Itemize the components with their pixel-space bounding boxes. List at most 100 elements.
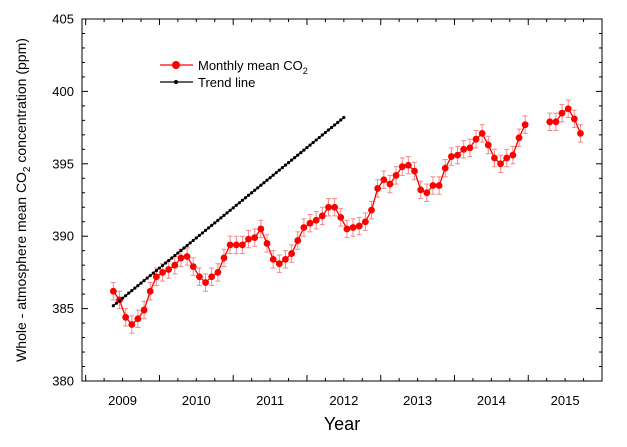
trend-point [142, 279, 146, 283]
monthly-point [177, 254, 185, 262]
y-axis-title-part-1: Whole - atmosphere mean CO [13, 172, 29, 362]
monthly-point [460, 145, 468, 153]
monthly-point [503, 154, 511, 162]
monthly-point [208, 273, 216, 281]
monthly-point [325, 203, 332, 211]
trend-point [136, 284, 140, 288]
y-tick-label: 405 [52, 12, 74, 27]
y-tick-label: 395 [52, 156, 74, 171]
monthly-point [564, 105, 572, 113]
trend-point [280, 166, 284, 170]
trend-point [225, 211, 229, 215]
trend-point [151, 271, 155, 275]
monthly-point [417, 186, 425, 194]
x-tick-label: 2014 [477, 393, 506, 408]
trend-point [194, 236, 198, 240]
trend-point [231, 206, 235, 210]
monthly-point [491, 154, 498, 162]
monthly-point [331, 203, 339, 211]
trend-point [157, 266, 162, 270]
trend-point [213, 221, 217, 225]
trend-point [274, 171, 278, 175]
monthly-series [109, 105, 584, 328]
trend-point [188, 241, 192, 245]
monthly-point [411, 167, 418, 175]
monthly-point [392, 171, 400, 179]
legend-monthly-label-sub: 2 [303, 66, 308, 76]
trend-point [117, 299, 122, 303]
monthly-point [282, 255, 289, 263]
x-tick-label: 2015 [551, 393, 580, 408]
monthly-point [300, 224, 308, 231]
monthly-point [189, 263, 197, 271]
monthly-point [152, 273, 160, 281]
trend-point [262, 181, 266, 185]
trend-point [293, 156, 297, 160]
trend-point [216, 218, 220, 222]
monthly-point [318, 212, 326, 220]
trend-point [170, 256, 174, 260]
trend-point [133, 286, 137, 290]
y-axis-ticks: 380 385 390 395 400 405 [52, 12, 602, 389]
trend-point [243, 196, 248, 200]
trend-point [320, 133, 324, 137]
monthly-point [165, 266, 173, 273]
y-axis-title-subscript: 2 [22, 166, 33, 172]
monthly-point [251, 234, 259, 242]
trend-point [336, 120, 340, 125]
monthly-point [404, 161, 412, 169]
monthly-point [146, 287, 154, 295]
x-axis-ticks: 2009 2010 2011 2012 2013 2014 2015 [85, 19, 603, 408]
monthly-point [368, 206, 375, 214]
trend-point [240, 198, 245, 202]
trend-point [289, 158, 294, 162]
x-axis-title: Year [324, 414, 360, 434]
legend-item-monthly: Monthly mean CO2 [160, 58, 308, 76]
monthly-point [570, 115, 578, 123]
trend-point [268, 176, 272, 180]
trend-point [228, 208, 232, 212]
monthly-point [478, 129, 486, 137]
trend-point [250, 191, 254, 195]
monthly-point [497, 160, 504, 168]
trend-point [339, 118, 343, 122]
monthly-point [398, 163, 406, 171]
trend-point [253, 188, 257, 192]
legend-trend-label: Trend line [198, 75, 255, 90]
legend-monthly-label-main: Monthly mean CO [198, 58, 303, 73]
monthly-point [435, 182, 443, 189]
trend-point [299, 151, 303, 155]
trend-line-path [112, 116, 345, 307]
monthly-point [245, 235, 252, 243]
monthly-point [202, 279, 209, 286]
trend-point [203, 228, 208, 233]
trend-point [210, 223, 214, 227]
monthly-point [577, 129, 584, 137]
monthly-point [349, 224, 357, 231]
trend-point [111, 304, 115, 308]
x-tick-label: 2013 [403, 393, 432, 408]
trend-point [259, 183, 263, 187]
monthly-point [466, 144, 474, 152]
monthly-point [239, 241, 246, 249]
legend-item-trend: Trend line [160, 75, 255, 90]
trend-point [323, 130, 328, 135]
y-tick-label: 390 [52, 229, 74, 244]
trend-point [271, 173, 275, 177]
monthly-point [140, 306, 148, 314]
monthly-point [183, 253, 191, 260]
trend-point [342, 115, 346, 120]
trend-point [182, 246, 186, 250]
trend-point [326, 128, 331, 132]
trend-point [145, 276, 149, 280]
trend-point [160, 263, 165, 268]
trend-point [317, 135, 321, 140]
monthly-point [109, 287, 117, 295]
trend-point [296, 153, 300, 157]
trend-point [167, 258, 171, 263]
trend-point [246, 193, 251, 197]
monthly-point [509, 151, 517, 159]
trend-point [219, 216, 223, 220]
legend: Monthly mean CO2 Trend line [160, 58, 308, 90]
monthly-point [122, 313, 130, 321]
